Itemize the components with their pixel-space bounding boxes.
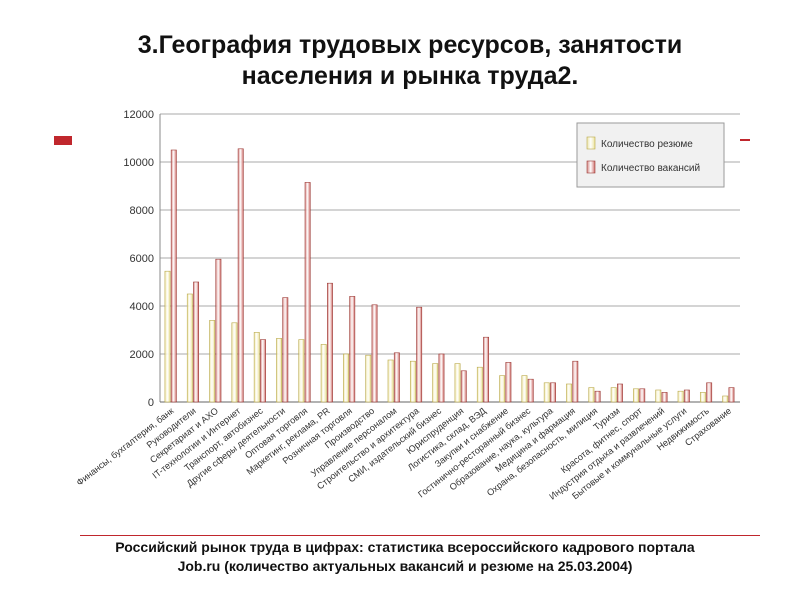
bar-chart: 0 2000 4000 6000 8000 10000 12000 Финансы, бух… [75, 109, 740, 502]
caption-line-2: Job.ru (количество актуальных вакансий и… [177, 558, 633, 574]
bar-resume [699, 392, 706, 403]
y-axis: 0 2000 4000 6000 8000 10000 12000 [123, 109, 740, 409]
bar-resume [231, 322, 238, 403]
bar-resume [432, 363, 439, 403]
bar-vacancy [282, 297, 289, 403]
bar-vacancy [728, 387, 735, 403]
bar-resume [677, 390, 684, 403]
bar-resume [566, 383, 573, 403]
bar-resume [588, 387, 595, 403]
bar-resume [610, 387, 617, 403]
bar-vacancy [683, 389, 690, 403]
x-axis-labels: Финансы, бухгалтерия, банкРуководителиСе… [75, 405, 734, 502]
bar-vacancy [527, 378, 534, 403]
chart-legend: Количество резюме Количество вакансий [576, 122, 725, 188]
bars [164, 148, 735, 403]
bar-resume [521, 375, 528, 403]
bar-vacancy [572, 360, 579, 403]
bar-resume [387, 359, 394, 403]
title-accent-bar [54, 136, 74, 145]
bar-vacancy [483, 336, 490, 403]
bar-vacancy [371, 304, 378, 403]
bar-resume [499, 375, 506, 403]
bar-resume [320, 344, 327, 403]
bar-vacancy [639, 388, 646, 403]
y-tick-label: 10000 [123, 157, 154, 169]
bar-vacancy [170, 149, 177, 403]
bar-vacancy [438, 353, 445, 403]
bar-resume [186, 293, 193, 403]
bar-vacancy [617, 383, 623, 403]
caption-divider [80, 535, 760, 536]
y-tick-label: 6000 [130, 253, 154, 265]
legend-swatch-vacancy [586, 160, 596, 174]
bar-vacancy [505, 362, 512, 403]
bar-vacancy [460, 370, 467, 403]
legend-label-vacancy: Количество вакансий [601, 163, 700, 174]
y-tick-label: 4000 [130, 301, 154, 313]
bar-vacancy [215, 258, 222, 403]
caption-line-1: Российский рынок труда в цифрах: статист… [115, 539, 695, 555]
bar-vacancy [594, 390, 601, 403]
bar-resume [543, 382, 550, 403]
chart-panel: 0 2000 4000 6000 8000 10000 12000 Финансы, бух… [72, 104, 740, 520]
title-accent-line [740, 139, 750, 141]
y-tick-label: 0 [148, 397, 154, 409]
bar-vacancy [550, 382, 556, 403]
bar-resume [365, 354, 372, 403]
bar-resume [343, 353, 349, 403]
bar-resume [209, 320, 216, 403]
bar-vacancy [393, 352, 400, 403]
bar-resume [253, 332, 260, 403]
bar-vacancy [237, 148, 244, 403]
y-tick-label: 12000 [123, 109, 154, 121]
y-tick-label: 8000 [130, 205, 154, 217]
bar-vacancy [349, 296, 356, 403]
legend-label-resume: Количество резюме [601, 139, 693, 150]
bar-resume [454, 363, 461, 403]
bar-vacancy [327, 282, 333, 403]
bar-resume [409, 360, 416, 403]
bar-vacancy [706, 382, 713, 403]
bar-resume [655, 389, 662, 403]
bar-resume [276, 338, 282, 403]
legend-box [576, 122, 725, 188]
bar-resume [164, 270, 171, 403]
bar-vacancy [193, 281, 200, 403]
bar-resume [722, 395, 729, 403]
source-caption: Российский рынок труда в цифрах: статист… [60, 538, 750, 576]
bar-vacancy [260, 339, 266, 403]
y-tick-label: 2000 [130, 349, 154, 361]
legend-swatch-resume [586, 136, 596, 150]
bar-resume [298, 339, 305, 403]
bar-vacancy [661, 392, 668, 403]
bar-vacancy [416, 306, 423, 403]
bar-vacancy [304, 182, 311, 403]
slide-title: 3.География трудовых ресурсов, занятости… [137, 31, 683, 90]
bar-resume [633, 388, 639, 403]
bar-resume [476, 366, 483, 403]
